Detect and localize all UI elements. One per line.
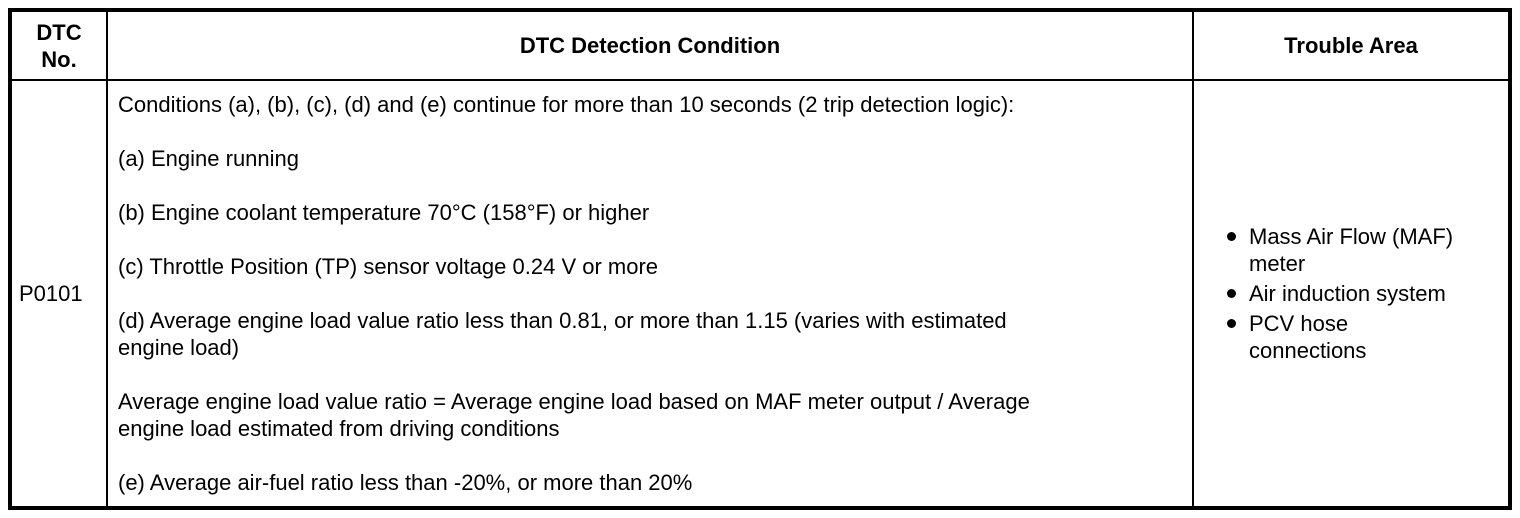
list-item: Air induction system	[1227, 280, 1507, 307]
table-row: P0101 Conditions (a), (b), (c), (d) and …	[9, 79, 1511, 509]
trouble-area-item-text: Mass Air Flow (MAF) meter	[1249, 224, 1454, 276]
condition-a: (a) Engine running	[118, 146, 300, 171]
table-header-row: DTC No. DTC Detection Condition Trouble …	[9, 9, 1511, 81]
bullet-icon	[1227, 232, 1236, 241]
header-dtc-no: DTC No.	[9, 9, 108, 81]
condition-e: (e) Average air-fuel ratio less than -20…	[118, 470, 693, 495]
header-detection-condition: DTC Detection Condition	[106, 9, 1194, 81]
dtc-table: DTC No. DTC Detection Condition Trouble …	[8, 8, 1512, 510]
trouble-area-list: Mass Air Flow (MAF) meter Air induction …	[1195, 223, 1507, 364]
trouble-area-item-text: Air induction system	[1249, 281, 1446, 306]
header-trouble-area: Trouble Area	[1192, 9, 1511, 81]
trouble-area-cell: Mass Air Flow (MAF) meter Air induction …	[1192, 79, 1511, 509]
list-item: PCV hose connections	[1227, 310, 1507, 364]
bullet-icon	[1227, 319, 1236, 328]
condition-formula: Average engine load value ratio = Averag…	[118, 389, 1030, 441]
dtc-number-cell: P0101	[9, 79, 108, 509]
condition-d: (d) Average engine load value ratio less…	[118, 308, 1007, 360]
list-item: Mass Air Flow (MAF) meter	[1227, 223, 1507, 277]
condition-c: (c) Throttle Position (TP) sensor voltag…	[118, 254, 659, 279]
bullet-icon	[1227, 289, 1236, 298]
condition-b: (b) Engine coolant temperature 70°C (158…	[118, 200, 650, 225]
condition-intro: Conditions (a), (b), (c), (d) and (e) co…	[118, 92, 1015, 117]
trouble-area-item-text: PCV hose connections	[1249, 311, 1367, 363]
detection-condition-cell: Conditions (a), (b), (c), (d) and (e) co…	[106, 79, 1194, 509]
